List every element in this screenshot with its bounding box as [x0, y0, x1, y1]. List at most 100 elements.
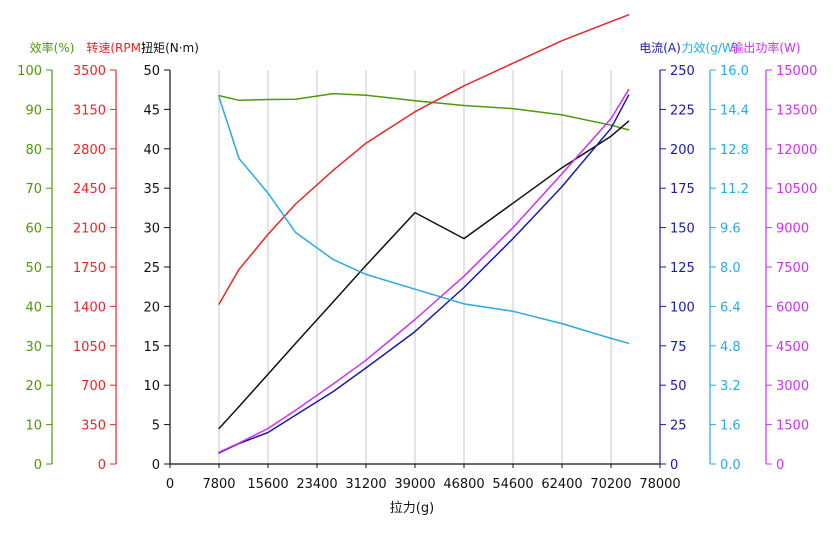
- axis-tick-label-current: 100: [670, 300, 695, 315]
- axis-tick-label-force_eff: 11.2: [720, 182, 749, 197]
- axis-tick-label-eff: 80: [25, 143, 42, 158]
- axis-tick-label-current: 200: [670, 143, 695, 158]
- x-tick-label: 7800: [202, 477, 235, 492]
- axis-tick-label-torque: 35: [143, 182, 160, 197]
- axis-tick-label-force_eff: 1.6: [720, 419, 741, 434]
- axis-tick-label-rpm: 0: [98, 458, 106, 473]
- axis-tick-label-rpm: 1050: [73, 340, 106, 355]
- axis-tick-label-torque: 15: [143, 340, 160, 355]
- axis-tick-label-force_eff: 4.8: [720, 340, 741, 355]
- axis-tick-label-rpm: 3500: [73, 64, 106, 79]
- axes: 0102030405060708090100效率(%)0350700105014…: [17, 40, 817, 473]
- series-line-rpm: [218, 14, 630, 305]
- axis-tick-label-torque: 40: [143, 143, 160, 158]
- axis-tick-label-eff: 100: [17, 64, 42, 79]
- axis-tick-label-torque: 0: [152, 458, 160, 473]
- x-tick-label: 0: [166, 477, 174, 492]
- x-tick-label: 62400: [541, 477, 582, 492]
- axis-tick-label-rpm: 2450: [73, 182, 106, 197]
- axis-tick-label-rpm: 2100: [73, 222, 106, 237]
- axis-tick-label-power: 6000: [776, 300, 809, 315]
- axis-tick-label-force_eff: 12.8: [720, 143, 749, 158]
- axis-tick-label-rpm: 700: [81, 379, 106, 394]
- axis-tick-label-power: 1500: [776, 419, 809, 434]
- axis-title-current: 电流(A): [639, 41, 681, 55]
- axis-tick-label-eff: 70: [25, 182, 42, 197]
- axis-tick-label-force_eff: 3.2: [720, 379, 741, 394]
- axis-tick-label-force_eff: 8.0: [720, 261, 741, 276]
- axis-power: 0 1500 3000 4500 6000 7500 9000 10500 12000 13500…: [731, 40, 817, 473]
- axis-tick-label-rpm: 3150: [73, 103, 106, 118]
- axis-tick-label-power: 7500: [776, 261, 809, 276]
- axis-force_eff: 0.0 1.6 3.2 4.8 6.4 8.0 9.6 11.2 12.8 14.4 16.0 力效(…: [682, 40, 749, 473]
- x-tick-label: 70200: [590, 477, 631, 492]
- axis-tick-label-current: 0: [670, 458, 678, 473]
- axis-tick-label-torque: 45: [143, 103, 160, 118]
- x-tick-label: 15600: [247, 477, 288, 492]
- axis-tick-label-current: 250: [670, 64, 695, 79]
- axis-tick-label-force_eff: 0.0: [720, 458, 741, 473]
- axis-tick-label-torque: 25: [143, 261, 160, 276]
- x-axis-label: 拉力(g): [390, 501, 434, 516]
- series-line-power: [218, 88, 630, 453]
- axis-tick-label-power: 10500: [776, 182, 817, 197]
- axis-tick-label-eff: 20: [25, 379, 42, 394]
- axis-tick-label-eff: 10: [25, 419, 42, 434]
- axis-tick-label-current: 75: [670, 340, 687, 355]
- axis-tick-label-current: 25: [670, 419, 687, 434]
- axis-tick-label-eff: 50: [25, 261, 42, 276]
- axis-tick-label-force_eff: 16.0: [720, 64, 749, 79]
- axis-tick-label-force_eff: 9.6: [720, 222, 741, 237]
- axis-tick-label-force_eff: 6.4: [720, 300, 741, 315]
- series-line-torque: [218, 120, 630, 430]
- axis-tick-label-eff: 0: [34, 458, 42, 473]
- axis-torque: 0 5 10 15 20 25 30 35 40 45 50 扭矩(N·m): [141, 41, 199, 473]
- x-tick-label: 23400: [296, 477, 337, 492]
- axis-tick-label-rpm: 2800: [73, 143, 106, 158]
- axis-tick-label-current: 225: [670, 103, 695, 118]
- axis-tick-label-torque: 20: [143, 300, 160, 315]
- axis-tick-label-power: 4500: [776, 340, 809, 355]
- axis-rpm: 0 350 700 1050 1400 1750 2100 2450 2800 3150 3500 转…: [73, 40, 146, 473]
- axis-tick-label-torque: 50: [143, 64, 160, 79]
- axis-tick-label-torque: 30: [143, 222, 160, 237]
- axis-tick-label-power: 13500: [776, 103, 817, 118]
- axis-title-torque: 扭矩(N·m): [141, 41, 199, 55]
- series-line-current: [218, 94, 630, 454]
- series-line-force_eff: [218, 96, 630, 345]
- axis-tick-label-power: 0: [776, 458, 784, 473]
- axis-tick-label-rpm: 1750: [73, 261, 106, 276]
- axis-tick-label-power: 3000: [776, 379, 809, 394]
- x-tick-label: 31200: [345, 477, 386, 492]
- x-tick-label: 78000: [639, 477, 680, 492]
- axis-tick-label-current: 150: [670, 222, 695, 237]
- axis-title-eff: 效率(%): [30, 40, 75, 55]
- axis-tick-label-power: 9000: [776, 222, 809, 237]
- axis-title-power: 输出功率(W): [731, 40, 800, 55]
- axis-tick-label-power: 12000: [776, 143, 817, 158]
- axis-tick-label-eff: 40: [25, 300, 42, 315]
- axis-tick-label-rpm: 350: [81, 419, 106, 434]
- axis-eff: 0 10 20 30 40 50 60 70 80 90 100 效率(%): [17, 40, 74, 473]
- axis-tick-label-eff: 90: [25, 103, 42, 118]
- series-line-eff: [218, 92, 630, 131]
- axis-tick-label-rpm: 1400: [73, 300, 106, 315]
- axis-tick-label-torque: 10: [143, 379, 160, 394]
- axis-tick-label-torque: 5: [152, 419, 160, 434]
- axis-tick-label-eff: 60: [25, 222, 42, 237]
- plot-area: 0 7800 15600 23400 31200 39000 46800 54600 62400…: [166, 463, 681, 492]
- axis-tick-label-power: 15000: [776, 64, 817, 79]
- axis-title-rpm: 转速(RPM): [86, 40, 145, 55]
- axis-tick-label-force_eff: 14.4: [720, 103, 749, 118]
- axis-tick-label-current: 50: [670, 379, 687, 394]
- axis-tick-label-current: 175: [670, 182, 695, 197]
- grid: [218, 70, 661, 464]
- x-tick-label: 54600: [492, 477, 533, 492]
- series: [218, 14, 630, 454]
- axis-current: 0 25 50 75 100 125 150 175 200 225 250 电流(A): [639, 41, 695, 473]
- x-tick-label: 46800: [443, 477, 484, 492]
- axis-tick-label-eff: 30: [25, 340, 42, 355]
- axis-title-force_eff: 力效(g/W): [682, 40, 739, 55]
- axis-tick-label-current: 125: [670, 261, 695, 276]
